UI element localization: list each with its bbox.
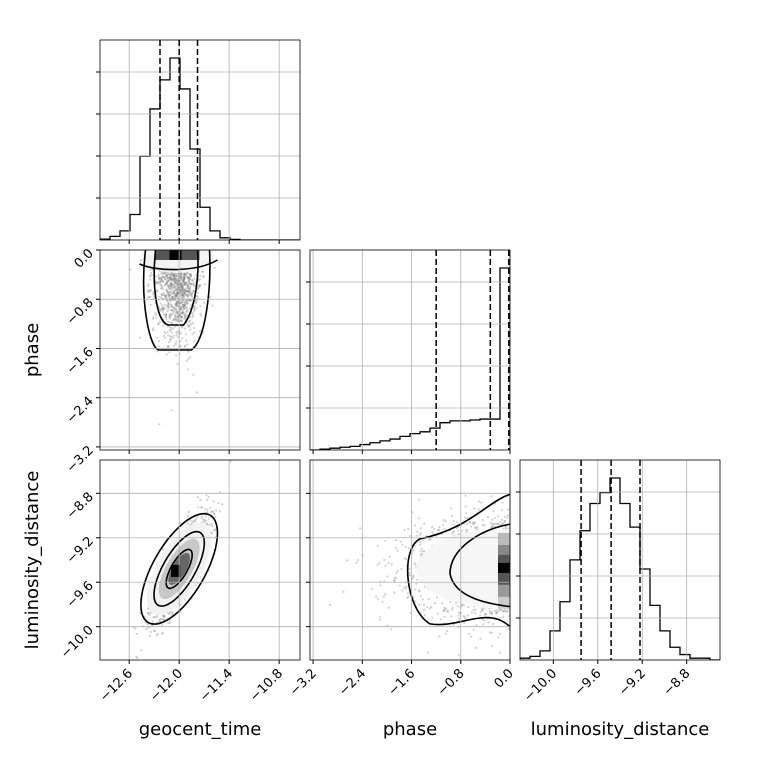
histogram-geocent_time (100, 57, 300, 240)
y-tick-label-phase: −1.6 (64, 345, 97, 378)
y-tick-label-luminosity_distance: −9.6 (64, 578, 97, 611)
contour-inner (449, 523, 510, 608)
panel-frame-2-1 (309, 459, 511, 661)
y-axis-label-phase: phase (22, 323, 43, 377)
x-tick-label-luminosity_distance: −10.0 (521, 666, 560, 705)
y-axis-label-luminosity-distance: luminosity_distance (22, 471, 43, 650)
x-tick-label-phase: −1.6 (385, 666, 418, 699)
panel-frame-1-0 (99, 249, 301, 451)
x-axis-label-phase: phase (383, 719, 437, 740)
density-bin (498, 532, 510, 545)
panel-frame-0-0 (99, 39, 301, 241)
panel-frame-2-0 (99, 459, 301, 661)
x-tick-label-geocent_time: −12.6 (97, 666, 136, 705)
x-tick-label-geocent_time: −12.0 (147, 666, 186, 705)
histogram-luminosity_distance (520, 477, 720, 660)
quantile-lines-layer (159, 40, 641, 660)
y-tick-label-luminosity_distance: −8.8 (64, 490, 97, 523)
density-bin (498, 562, 510, 575)
histogram-phase (310, 267, 510, 450)
y-tick-label-luminosity_distance: −9.2 (64, 534, 97, 567)
density-max (171, 564, 181, 577)
panel-frame-1-1 (309, 249, 511, 451)
density-max (169, 250, 182, 260)
contour-mid (153, 530, 206, 607)
x-tick-label-luminosity_distance: −9.2 (616, 666, 649, 699)
contour-inner (153, 250, 199, 326)
x-tick-label-geocent_time: −10.8 (247, 666, 286, 705)
density-core (416, 528, 510, 609)
x-axis-label-luminosity-distance: luminosity_distance (531, 719, 710, 740)
density-bin (498, 572, 510, 585)
contour-outer (140, 512, 219, 625)
x-axis-label-geocent-time: geocent_time (139, 719, 262, 740)
contour-inner (165, 548, 194, 590)
x-tick-label-geocent_time: −11.4 (197, 666, 236, 705)
y-tick-label-phase: 0.0 (72, 246, 97, 271)
y-tick-label-phase: −3.2 (64, 443, 97, 476)
scatter-points-geocent_time-phase (129, 250, 216, 426)
y-tick-label-luminosity_distance: −10.0 (58, 623, 97, 662)
grid-layer (100, 40, 720, 660)
x-tick-label-phase: −2.4 (336, 666, 369, 699)
scatter-layer (129, 250, 510, 659)
contour-core (139, 259, 218, 271)
x-tick-label-phase: 0.0 (492, 666, 517, 691)
density-bin (498, 584, 510, 597)
y-tick-label-phase: −0.8 (64, 295, 97, 328)
contour-outer (406, 493, 510, 629)
x-tick-label-luminosity_distance: −8.8 (661, 666, 694, 699)
x-tick-label-luminosity_distance: −9.6 (572, 666, 605, 699)
x-tick-label-phase: −0.8 (435, 666, 468, 699)
contour-outer (142, 250, 211, 351)
y-tick-label-phase: −2.4 (64, 394, 97, 427)
axes-frames-layer (99, 39, 721, 661)
x-tick-label-phase: −3.2 (287, 666, 320, 699)
density-bin (498, 544, 510, 557)
panel-frame-2-2 (519, 459, 721, 661)
